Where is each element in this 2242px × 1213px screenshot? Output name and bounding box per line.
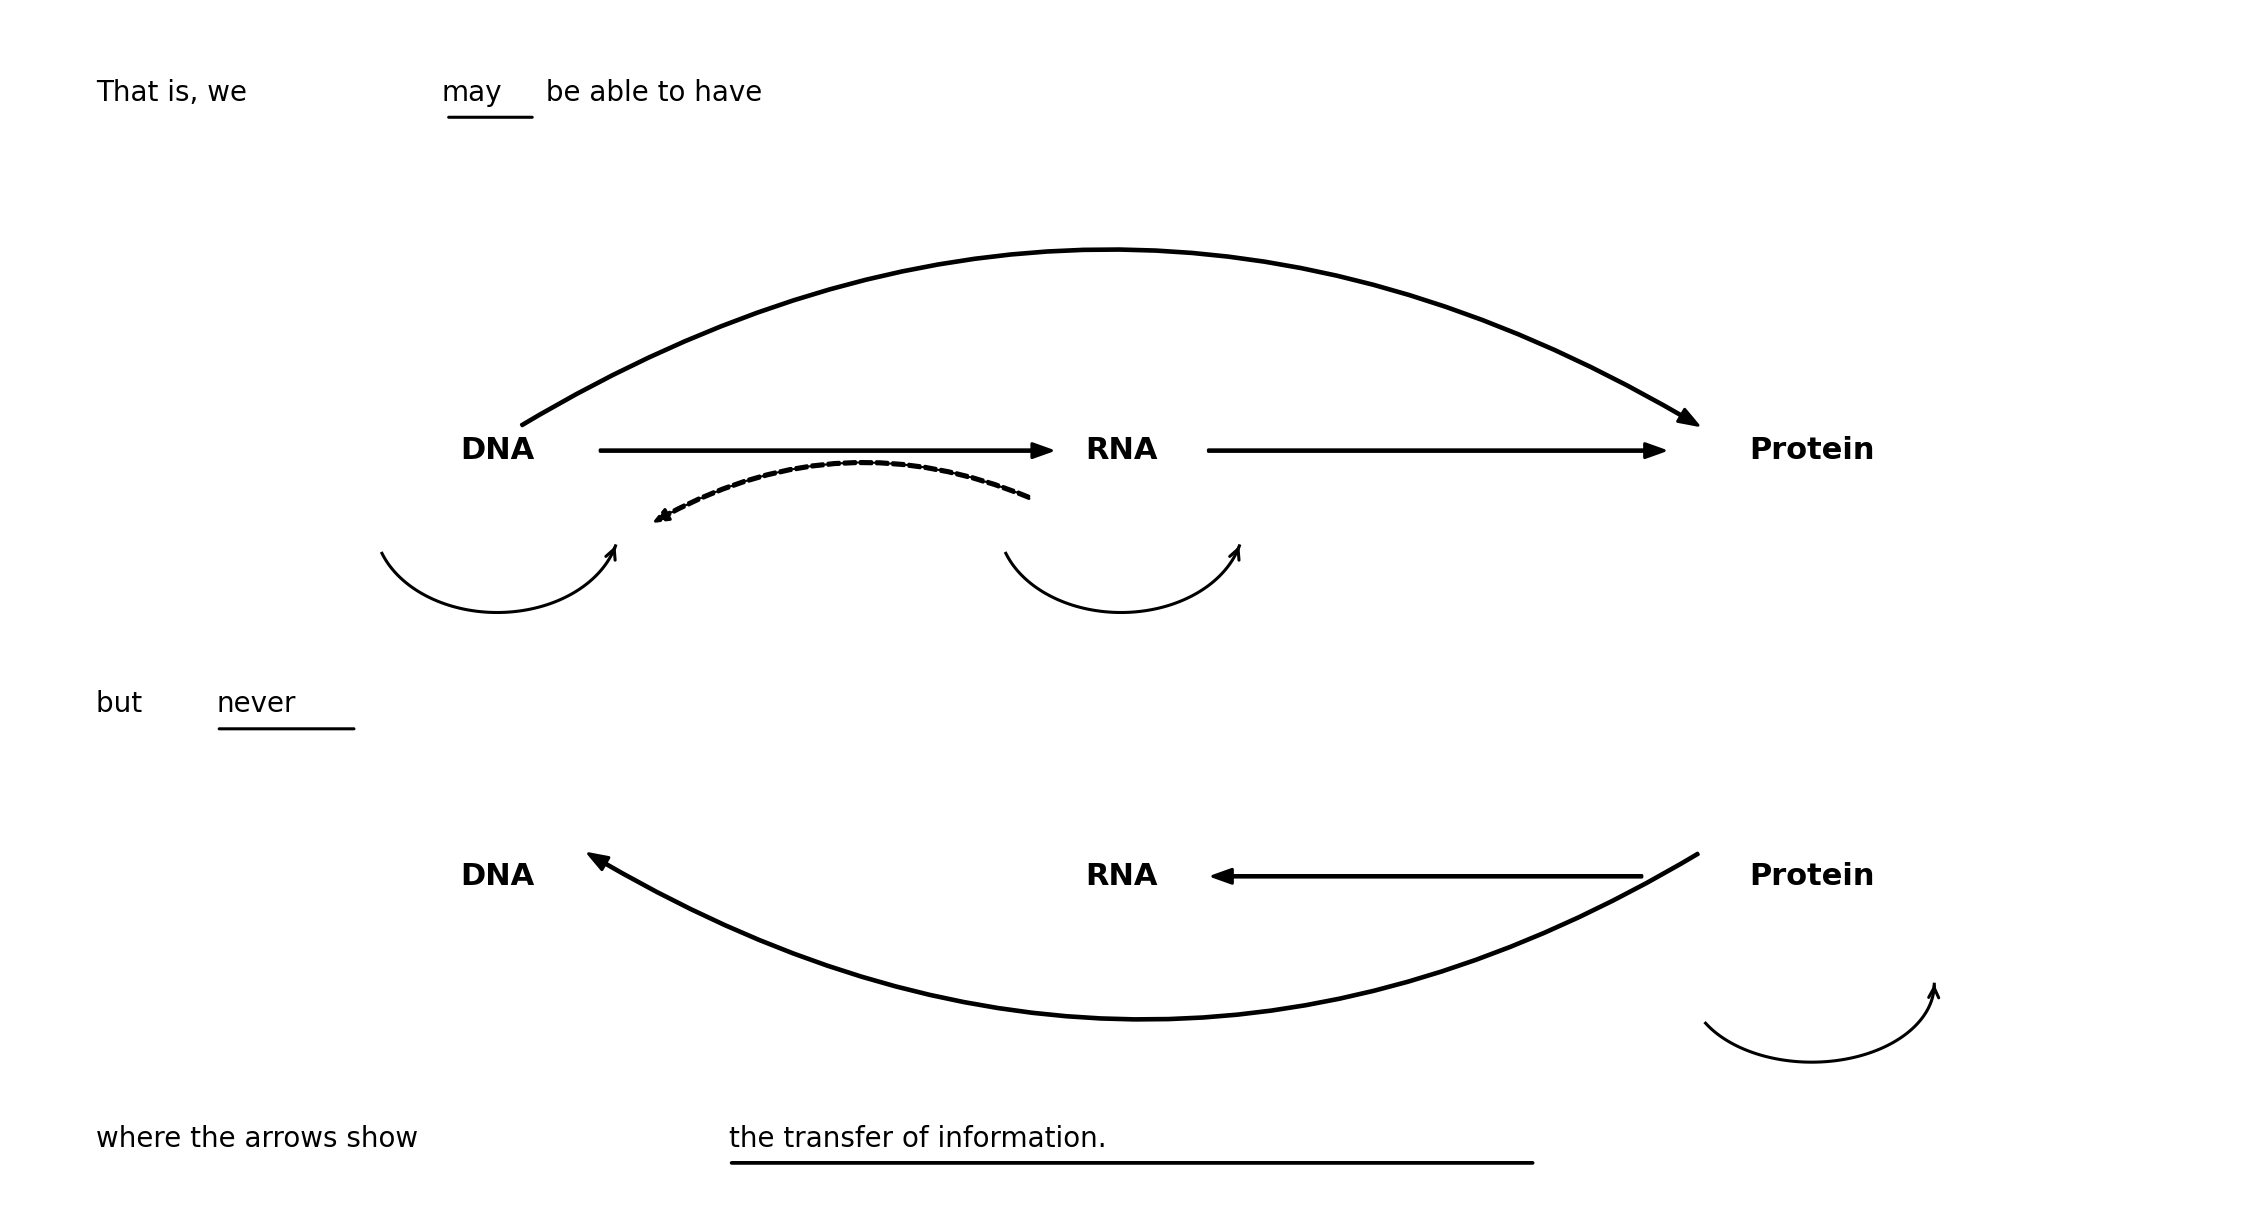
FancyArrowPatch shape [1213,870,1641,883]
Text: Protein: Protein [1749,437,1874,465]
Text: may: may [442,79,502,107]
Text: RNA: RNA [1085,437,1157,465]
Text: DNA: DNA [460,861,534,890]
FancyArrowPatch shape [601,444,1051,457]
Text: That is, we: That is, we [96,79,256,107]
FancyArrowPatch shape [655,461,1029,522]
Text: be able to have: be able to have [538,79,762,107]
Text: but: but [96,690,150,718]
Text: the transfer of information.: the transfer of information. [729,1124,1108,1152]
Text: RNA: RNA [1085,861,1157,890]
Text: where the arrows show: where the arrows show [96,1124,426,1152]
FancyArrowPatch shape [590,853,1699,1020]
FancyArrowPatch shape [1208,444,1664,457]
Text: Protein: Protein [1749,861,1874,890]
Text: DNA: DNA [460,437,534,465]
Text: never: never [217,690,296,718]
FancyArrowPatch shape [522,249,1697,426]
